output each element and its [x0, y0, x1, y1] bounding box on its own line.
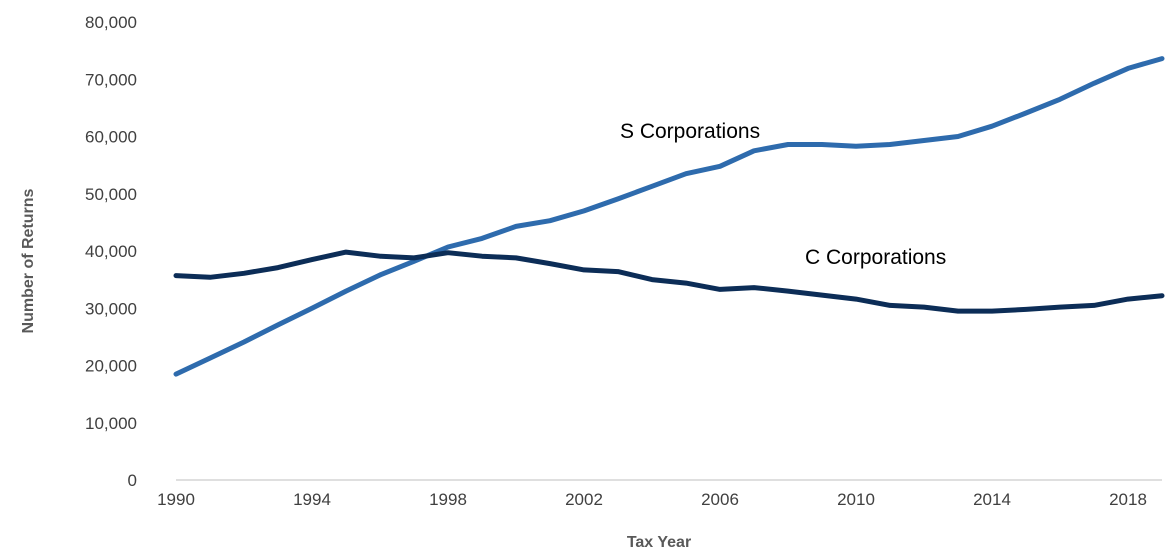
- x-tick-label: 1990: [157, 490, 195, 509]
- y-tick-label: 50,000: [85, 185, 137, 204]
- y-tick-label: 70,000: [85, 70, 137, 89]
- x-tick-label: 2002: [565, 490, 603, 509]
- x-tick-label: 1994: [293, 490, 331, 509]
- y-tick-label: 0: [128, 471, 137, 490]
- x-tick-label: 1998: [429, 490, 467, 509]
- y-tick-label: 40,000: [85, 242, 137, 261]
- c-corporations-label: C Corporations: [805, 246, 946, 269]
- series-line-s-corporations: [173, 56, 1165, 377]
- y-tick-label: 60,000: [85, 128, 137, 147]
- y-axis-title: Number of Returns: [20, 188, 37, 333]
- s-corporations-label: S Corporations: [620, 120, 760, 143]
- series-lines: [173, 56, 1165, 377]
- x-axis-title: Tax Year: [627, 534, 691, 551]
- x-tick-label: 2006: [701, 490, 739, 509]
- x-tick-label: 2010: [837, 490, 875, 509]
- series-line-c-corporations: [173, 249, 1165, 314]
- y-tick-label: 80,000: [85, 13, 137, 32]
- y-tick-label: 10,000: [85, 414, 137, 433]
- y-tick-label: 20,000: [85, 357, 137, 376]
- y-tick-label: 30,000: [85, 299, 137, 318]
- x-axis-ticks: 1990 1994 1998 2002 2006 2010 2014 2018: [157, 490, 1147, 509]
- x-tick-label: 2018: [1109, 490, 1147, 509]
- x-tick-label: 2014: [973, 490, 1011, 509]
- y-axis-ticks: 0 10,000 20,000 30,000 40,000 50,000 60,000 70,…: [85, 13, 137, 490]
